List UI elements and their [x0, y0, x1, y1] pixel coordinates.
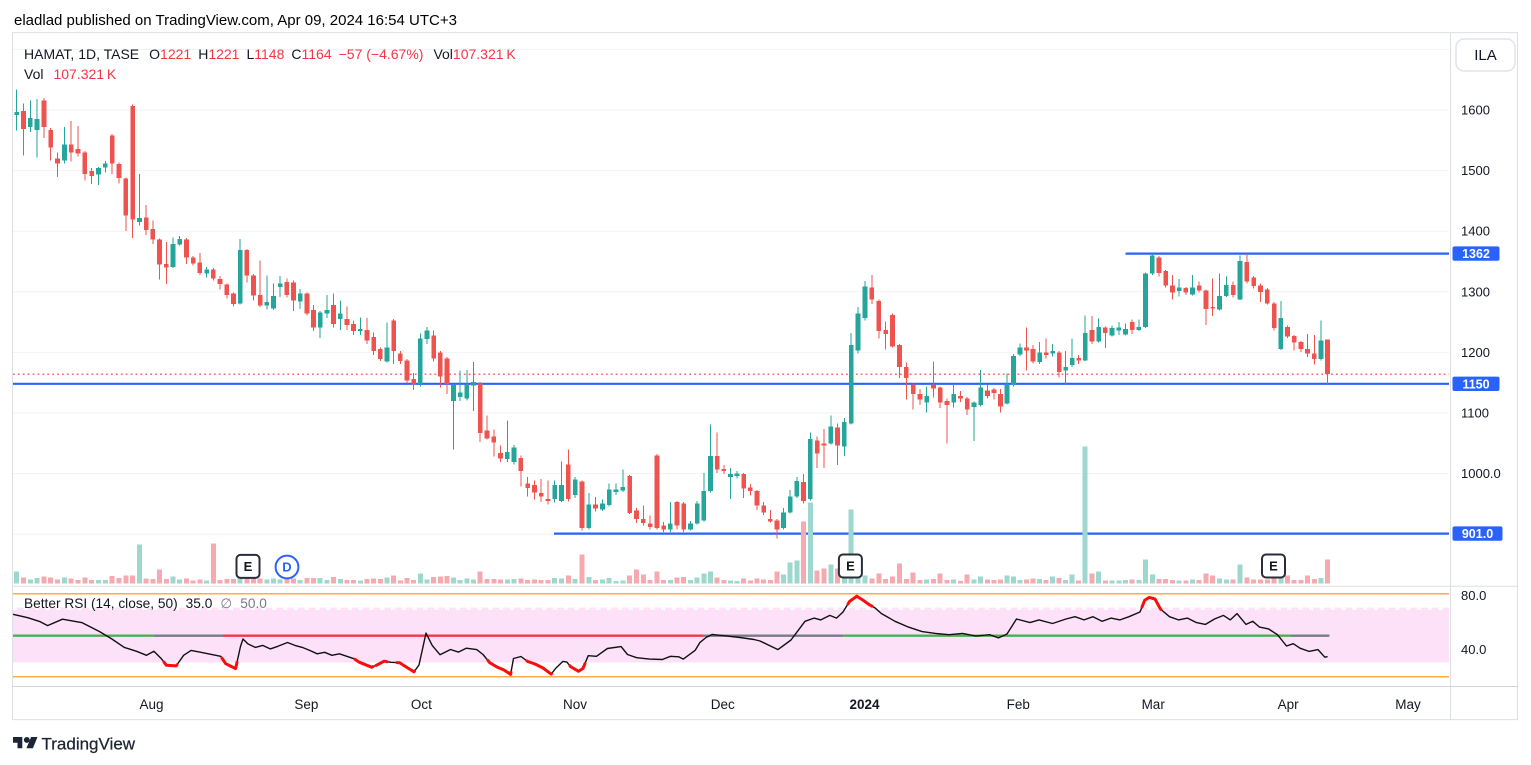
svg-text:Better RSI (14, close, 50)35.0: Better RSI (14, close, 50) 35.0 ∅ 50.0 [24, 596, 267, 611]
svg-text:E: E [846, 559, 855, 574]
svg-text:2024: 2024 [849, 697, 880, 712]
svg-text:E: E [244, 559, 253, 574]
svg-text:1150: 1150 [1462, 377, 1489, 391]
svg-text:Sep: Sep [294, 697, 318, 712]
svg-text:Dec: Dec [711, 697, 735, 712]
svg-text:May: May [1395, 697, 1421, 712]
svg-text:1300: 1300 [1461, 284, 1490, 299]
svg-text:E: E [1269, 559, 1278, 574]
svg-text:eladlad published on TradingVi: eladlad published on TradingView.com, Ap… [14, 12, 457, 29]
svg-text:1500: 1500 [1461, 163, 1490, 178]
svg-text:ILA: ILA [1474, 47, 1497, 64]
svg-text:1100: 1100 [1461, 406, 1489, 421]
svg-text:901.0: 901.0 [1462, 527, 1493, 541]
svg-text:Feb: Feb [1007, 697, 1030, 712]
svg-text:Aug: Aug [139, 697, 163, 712]
svg-text:D: D [282, 560, 291, 575]
svg-text:1400: 1400 [1461, 224, 1490, 239]
svg-text:Nov: Nov [563, 697, 587, 712]
svg-text:TradingView: TradingView [42, 735, 136, 754]
svg-text:Mar: Mar [1142, 697, 1166, 712]
svg-text:Apr: Apr [1278, 697, 1300, 712]
svg-text:1362: 1362 [1462, 247, 1490, 261]
svg-text:1200: 1200 [1461, 345, 1490, 360]
svg-text:Vol107.321 K: Vol 107.321 K [24, 66, 117, 82]
svg-text:1000.0: 1000.0 [1461, 466, 1501, 481]
svg-text:80.0: 80.0 [1461, 588, 1486, 603]
svg-text:Oct: Oct [411, 697, 432, 712]
svg-text:40.0: 40.0 [1461, 642, 1486, 657]
svg-text:1600: 1600 [1461, 103, 1490, 118]
